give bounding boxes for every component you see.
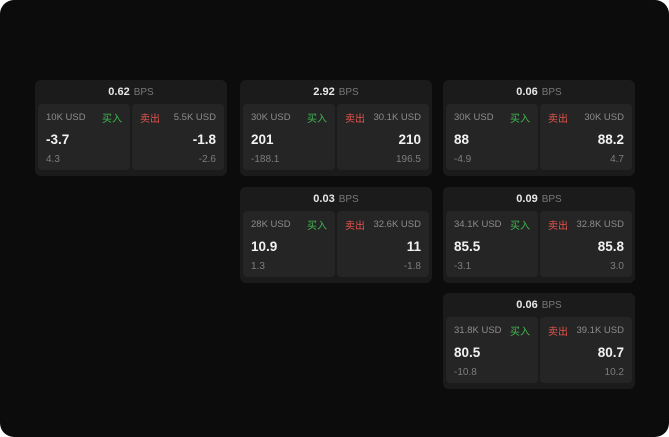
buy-label: 买入 <box>510 114 530 125</box>
sell-price: 210 <box>398 131 421 147</box>
buy-label: 买入 <box>510 221 530 232</box>
buy-quote-panel[interactable]: 30K USD 买入 88 -4.9 <box>446 104 538 170</box>
sell-change: 3.0 <box>610 261 624 272</box>
sell-quote-panel[interactable]: 卖出 30.1K USD 210 196.5 <box>337 104 429 170</box>
sell-size: 39.1K USD <box>576 325 624 336</box>
buy-change: 1.3 <box>251 261 265 272</box>
buy-price: 85.5 <box>454 238 481 254</box>
sell-size: 32.6K USD <box>373 219 421 230</box>
buy-quote-panel[interactable]: 34.1K USD 买入 85.5 -3.1 <box>446 211 538 277</box>
sell-change: 196.5 <box>395 154 421 165</box>
quote-card: 0.62 BPS 10K USD 买入 -3.7 4.3 卖出 5.5K USD… <box>35 80 227 176</box>
sell-change: -1.8 <box>403 261 421 272</box>
quote-card: 0.09 BPS 34.1K USD 买入 85.5 -3.1 卖出 32.8K… <box>443 187 635 283</box>
buy-size: 28K USD <box>251 219 291 230</box>
quote-card: 0.03 BPS 28K USD 买入 10.9 1.3 卖出 32.6K US… <box>240 187 432 283</box>
sell-size: 32.8K USD <box>576 219 624 230</box>
buy-price: -3.7 <box>46 131 70 147</box>
bps-label: BPS <box>338 86 359 98</box>
bps-header: 0.62 BPS <box>35 80 227 104</box>
buy-label: 买入 <box>307 114 327 125</box>
buy-size: 10K USD <box>46 112 86 123</box>
bps-value: 0.03 <box>313 193 335 205</box>
sell-quote-panel[interactable]: 卖出 39.1K USD 80.7 10.2 <box>540 317 632 383</box>
buy-label: 买入 <box>307 221 327 232</box>
bps-header: 2.92 BPS <box>240 80 432 104</box>
buy-change: 4.3 <box>46 154 60 165</box>
bps-label: BPS <box>541 86 562 98</box>
buy-change: -4.9 <box>454 154 472 165</box>
buy-change: -3.1 <box>454 261 472 272</box>
buy-label: 买入 <box>102 114 122 125</box>
buy-size: 31.8K USD <box>454 325 502 336</box>
buy-change: -188.1 <box>251 154 280 165</box>
bps-label: BPS <box>541 193 562 205</box>
buy-change: -10.8 <box>454 367 477 378</box>
quote-card: 0.06 BPS 31.8K USD 买入 80.5 -10.8 卖出 39.1… <box>443 293 635 389</box>
bps-value: 0.62 <box>108 86 130 98</box>
buy-size: 30K USD <box>251 112 291 123</box>
sell-price: 11 <box>406 238 421 254</box>
sell-change: 4.7 <box>610 154 624 165</box>
bps-value: 0.06 <box>516 299 538 311</box>
sell-size: 30.1K USD <box>373 112 421 123</box>
sell-size: 30K USD <box>584 112 624 123</box>
bps-header: 0.06 BPS <box>443 293 635 317</box>
bps-label: BPS <box>133 86 154 98</box>
sell-quote-panel[interactable]: 卖出 30K USD 88.2 4.7 <box>540 104 632 170</box>
bps-value: 0.09 <box>516 193 538 205</box>
quote-card: 2.92 BPS 30K USD 买入 201 -188.1 卖出 30.1K … <box>240 80 432 176</box>
buy-price: 201 <box>251 131 274 147</box>
bps-header: 0.06 BPS <box>443 80 635 104</box>
buy-quote-panel[interactable]: 10K USD 买入 -3.7 4.3 <box>38 104 130 170</box>
sell-price: 80.7 <box>597 344 624 360</box>
bps-header: 0.03 BPS <box>240 187 432 211</box>
sell-change: 10.2 <box>604 367 624 378</box>
sell-price: -1.8 <box>192 131 216 147</box>
sell-price: 85.8 <box>597 238 624 254</box>
sell-label: 卖出 <box>548 327 568 338</box>
buy-size: 30K USD <box>454 112 494 123</box>
buy-quote-panel[interactable]: 30K USD 买入 201 -188.1 <box>243 104 335 170</box>
sell-change: -2.6 <box>198 154 216 165</box>
buy-price: 10.9 <box>251 238 278 254</box>
bps-value: 0.06 <box>516 86 538 98</box>
sell-quote-panel[interactable]: 卖出 5.5K USD -1.8 -2.6 <box>132 104 224 170</box>
bps-label: BPS <box>541 299 562 311</box>
buy-price: 80.5 <box>454 344 481 360</box>
buy-size: 34.1K USD <box>454 219 502 230</box>
sell-quote-panel[interactable]: 卖出 32.6K USD 11 -1.8 <box>337 211 429 277</box>
quote-card: 0.06 BPS 30K USD 买入 88 -4.9 卖出 30K USD 8… <box>443 80 635 176</box>
sell-label: 卖出 <box>548 114 568 125</box>
sell-label: 卖出 <box>140 114 160 125</box>
sell-label: 卖出 <box>548 221 568 232</box>
sell-label: 卖出 <box>345 221 365 232</box>
buy-price: 88 <box>454 131 470 147</box>
bps-value: 2.92 <box>313 86 335 98</box>
sell-label: 卖出 <box>345 114 365 125</box>
bps-header: 0.09 BPS <box>443 187 635 211</box>
sell-price: 88.2 <box>597 131 624 147</box>
buy-quote-panel[interactable]: 31.8K USD 买入 80.5 -10.8 <box>446 317 538 383</box>
buy-label: 买入 <box>510 327 530 338</box>
bps-label: BPS <box>338 193 359 205</box>
buy-quote-panel[interactable]: 28K USD 买入 10.9 1.3 <box>243 211 335 277</box>
sell-quote-panel[interactable]: 卖出 32.8K USD 85.8 3.0 <box>540 211 632 277</box>
sell-size: 5.5K USD <box>173 112 216 123</box>
